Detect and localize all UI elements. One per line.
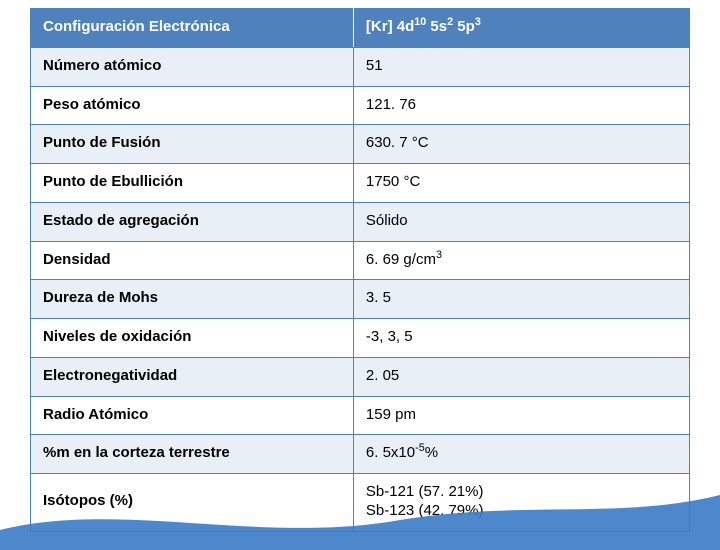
value-cell: Sb-121 (57. 21%)Sb-123 (42. 79%) (353, 474, 689, 532)
table-body: Número atómico51Peso atómico121. 76Punto… (31, 47, 690, 531)
table-row: Punto de Ebullición1750 °C (31, 164, 690, 203)
table-header-row: Configuración Electrónica [Kr] 4d10 5s2 … (31, 9, 690, 48)
table-row: Niveles de oxidación-3, 3, 5 (31, 319, 690, 358)
value-cell: 2. 05 (353, 357, 689, 396)
header-value: [Kr] 4d10 5s2 5p3 (353, 9, 689, 48)
table-row: %m en la corteza terrestre6. 5x10-5% (31, 435, 690, 474)
property-cell: Punto de Fusión (31, 125, 354, 164)
table-row: Densidad6. 69 g/cm3 (31, 241, 690, 280)
value-cell: 121. 76 (353, 86, 689, 125)
table-row: Dureza de Mohs3. 5 (31, 280, 690, 319)
property-cell: Electronegatividad (31, 357, 354, 396)
property-cell: %m en la corteza terrestre (31, 435, 354, 474)
value-cell: 51 (353, 47, 689, 86)
value-cell: 6. 5x10-5% (353, 435, 689, 474)
property-cell: Número atómico (31, 47, 354, 86)
value-cell: Sólido (353, 202, 689, 241)
properties-table-container: Configuración Electrónica [Kr] 4d10 5s2 … (30, 8, 690, 532)
table-row: Punto de Fusión630. 7 °C (31, 125, 690, 164)
property-cell: Densidad (31, 241, 354, 280)
property-cell: Isótopos (%) (31, 474, 354, 532)
value-cell: -3, 3, 5 (353, 319, 689, 358)
table-row: Isótopos (%)Sb-121 (57. 21%)Sb-123 (42. … (31, 474, 690, 532)
value-cell: 3. 5 (353, 280, 689, 319)
property-cell: Estado de agregación (31, 202, 354, 241)
property-cell: Punto de Ebullición (31, 164, 354, 203)
property-cell: Dureza de Mohs (31, 280, 354, 319)
property-cell: Peso atómico (31, 86, 354, 125)
properties-table: Configuración Electrónica [Kr] 4d10 5s2 … (30, 8, 690, 532)
property-cell: Radio Atómico (31, 396, 354, 435)
header-property: Configuración Electrónica (31, 9, 354, 48)
table-row: Radio Atómico159 pm (31, 396, 690, 435)
table-row: Electronegatividad2. 05 (31, 357, 690, 396)
table-row: Número atómico51 (31, 47, 690, 86)
value-cell: 159 pm (353, 396, 689, 435)
table-row: Peso atómico121. 76 (31, 86, 690, 125)
value-cell: 1750 °C (353, 164, 689, 203)
value-cell: 6. 69 g/cm3 (353, 241, 689, 280)
value-cell: 630. 7 °C (353, 125, 689, 164)
property-cell: Niveles de oxidación (31, 319, 354, 358)
table-row: Estado de agregaciónSólido (31, 202, 690, 241)
